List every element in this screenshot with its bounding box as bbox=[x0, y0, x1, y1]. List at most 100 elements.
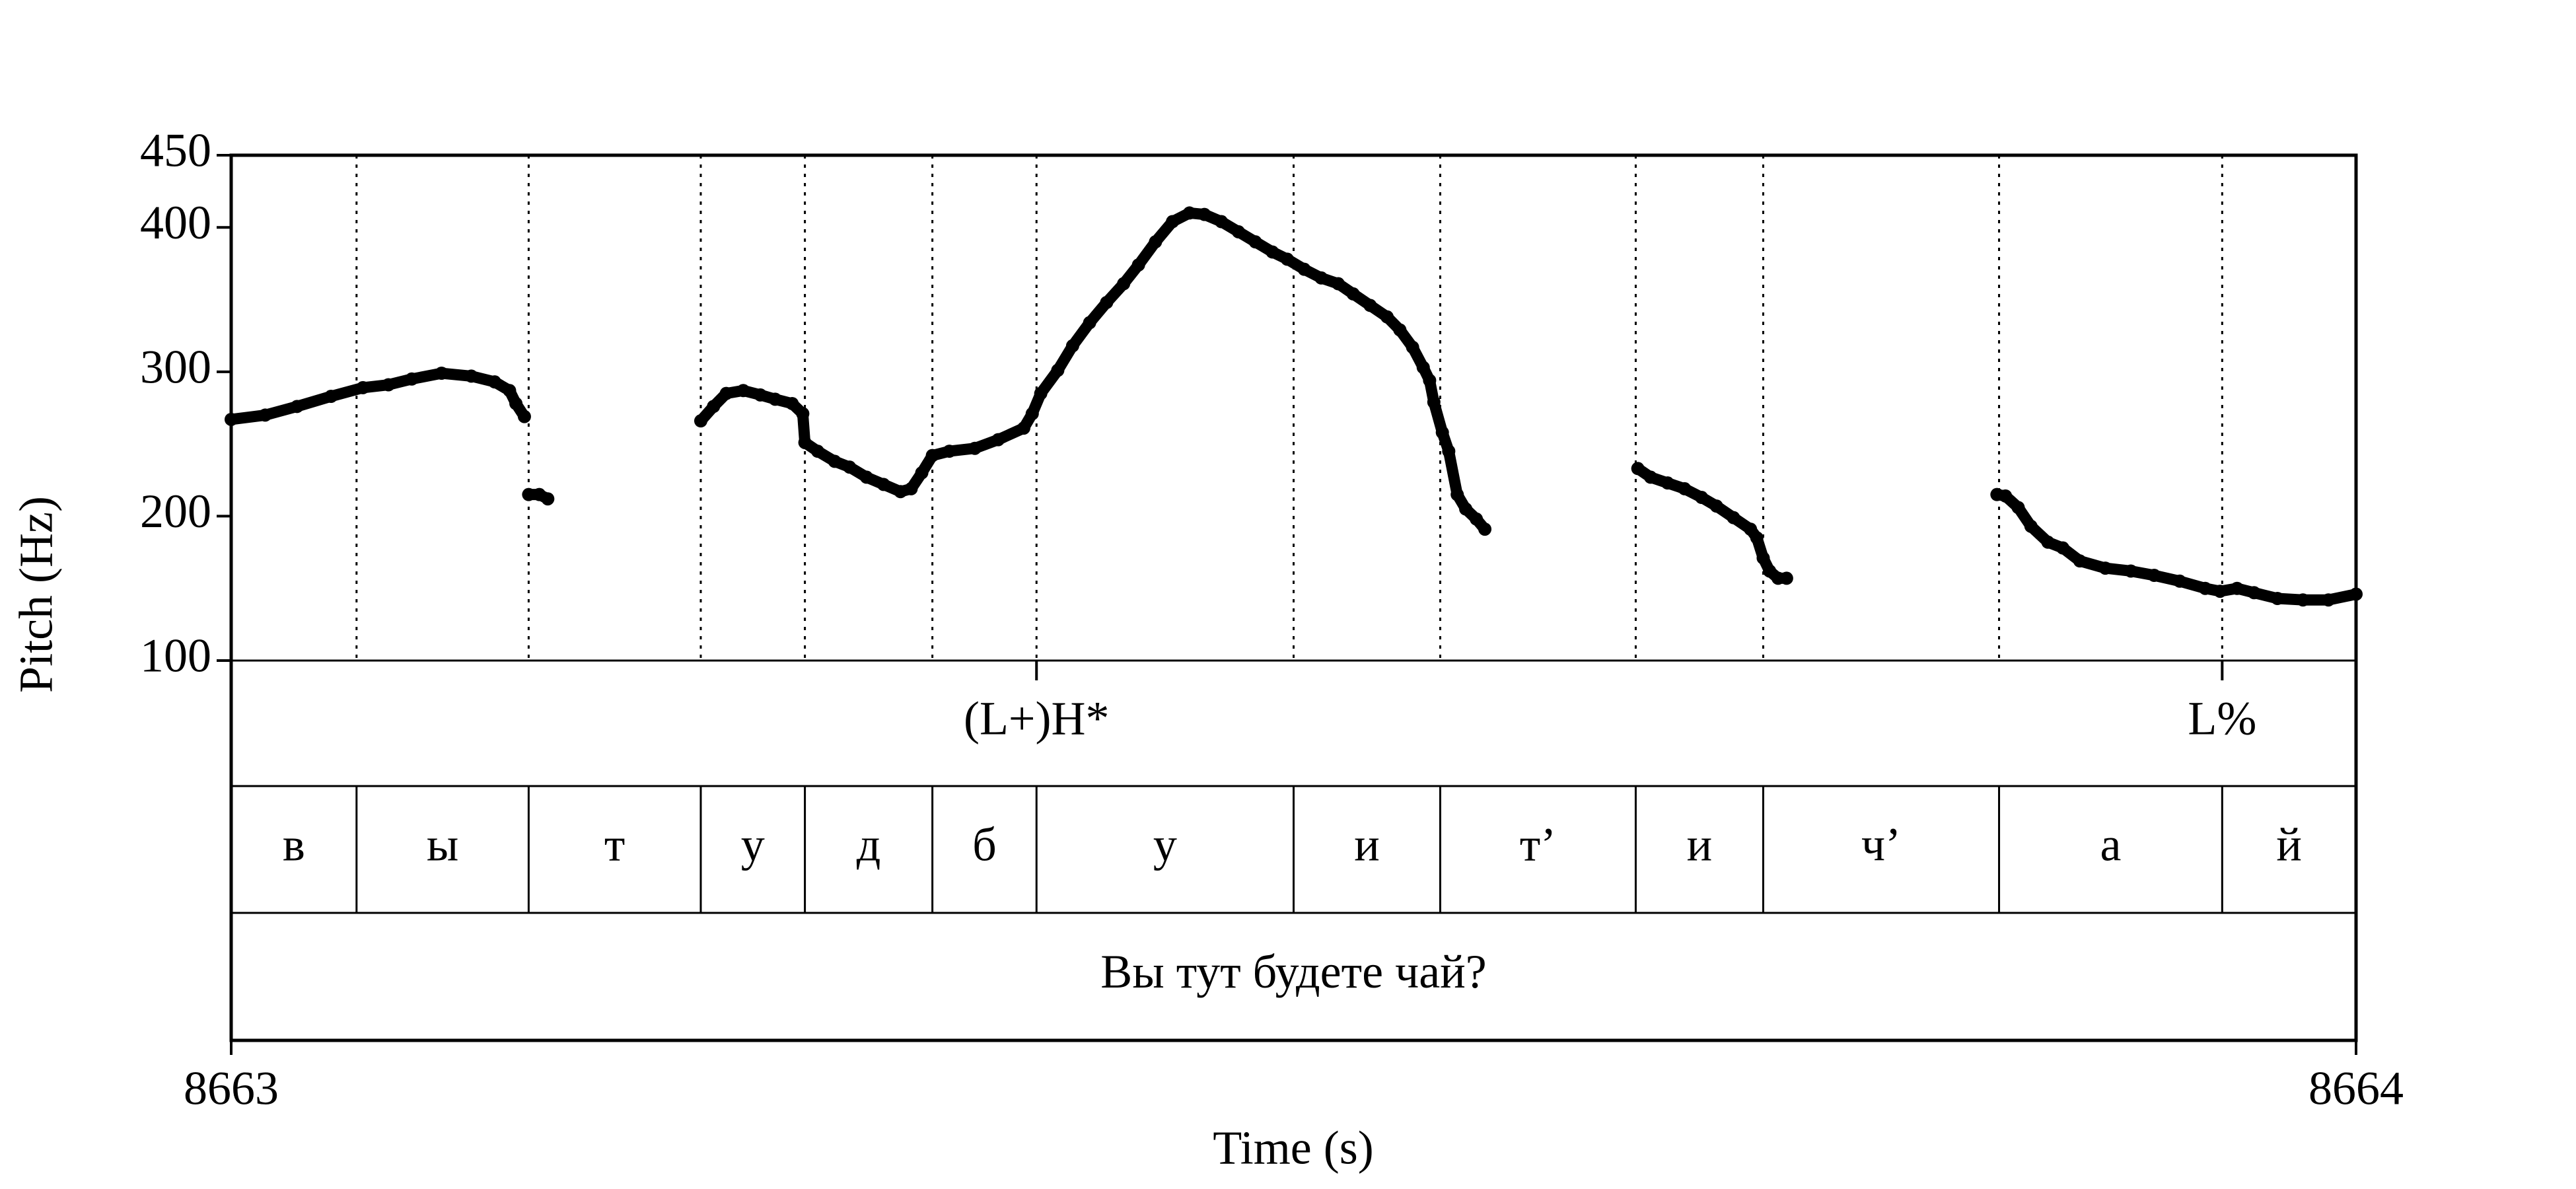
pitch-point bbox=[1435, 425, 1449, 439]
pitch-point bbox=[2349, 587, 2363, 601]
pitch-point bbox=[1198, 207, 1211, 221]
pitch-point bbox=[810, 445, 824, 458]
pitch-point bbox=[1779, 571, 1793, 585]
pitch-point bbox=[904, 482, 918, 495]
pitch-point bbox=[2124, 564, 2137, 578]
pitch-point bbox=[2041, 535, 2055, 549]
pitch-point bbox=[517, 410, 531, 423]
pitch-point bbox=[843, 460, 857, 474]
segment-label: д bbox=[857, 818, 881, 871]
pitch-point bbox=[1380, 310, 1394, 324]
tone-label: L% bbox=[2188, 692, 2256, 745]
pitch-point bbox=[1149, 235, 1163, 249]
pitch-point bbox=[1442, 445, 1456, 458]
pitch-point bbox=[785, 396, 799, 410]
pitch-point bbox=[877, 478, 890, 491]
pitch-point bbox=[943, 445, 956, 458]
pitch-point bbox=[1166, 215, 1180, 229]
pitch-point bbox=[925, 449, 939, 462]
pitch-point bbox=[2198, 581, 2212, 595]
pitch-point bbox=[2073, 554, 2087, 568]
pitch-point bbox=[1034, 386, 1048, 400]
pitch-point bbox=[694, 414, 707, 428]
pitch-point bbox=[1999, 489, 2013, 503]
pitch-point bbox=[541, 492, 555, 506]
pitch-point bbox=[2147, 569, 2161, 583]
pitch-point bbox=[2056, 541, 2070, 555]
pitch-point bbox=[719, 386, 733, 400]
segment-label: в bbox=[283, 818, 305, 871]
pitch-point bbox=[1215, 215, 1229, 229]
pitch-point bbox=[1131, 258, 1145, 272]
pitch-point bbox=[1266, 245, 1279, 259]
pitch-point bbox=[258, 408, 272, 422]
pitch-point bbox=[736, 384, 750, 398]
pitch-point bbox=[1248, 235, 1262, 249]
pitch-point bbox=[1363, 299, 1377, 312]
pitch-point bbox=[2011, 501, 2025, 515]
pitch-point bbox=[859, 470, 873, 484]
pitch-point bbox=[1427, 395, 1441, 409]
pitch-point bbox=[522, 487, 536, 501]
pitch-point bbox=[2322, 593, 2336, 607]
segment-label: т’ bbox=[1520, 818, 1556, 871]
pitch-point bbox=[2296, 593, 2310, 607]
pitch-point bbox=[768, 392, 782, 406]
pitch-point bbox=[1017, 421, 1030, 435]
pitch-point bbox=[1406, 340, 1419, 354]
pitch-track bbox=[695, 207, 1491, 535]
pitch-point bbox=[754, 388, 768, 402]
pitch-point bbox=[2247, 586, 2261, 600]
segment-label: ы bbox=[427, 818, 458, 871]
pitch-point bbox=[1083, 316, 1096, 330]
pitch-point bbox=[1297, 262, 1311, 276]
pitch-point bbox=[1416, 361, 1430, 375]
pitch-point bbox=[2024, 519, 2038, 533]
pitch-point bbox=[509, 396, 523, 410]
pitch-point bbox=[435, 367, 448, 380]
pitch-point bbox=[1280, 252, 1294, 266]
pitch-point bbox=[2172, 574, 2186, 588]
pitch-point bbox=[1678, 482, 1692, 495]
pitch-point bbox=[356, 380, 370, 394]
pitch-point bbox=[1393, 323, 1407, 337]
pitch-point bbox=[464, 369, 478, 383]
pitch-point bbox=[2230, 581, 2244, 595]
pitch-point bbox=[1709, 499, 1723, 513]
pitch-point bbox=[1727, 511, 1740, 524]
pitch-point bbox=[828, 454, 841, 468]
y-tick-label: 450 bbox=[140, 124, 211, 177]
pitch-point bbox=[707, 400, 721, 414]
segment-label: а bbox=[2100, 818, 2121, 871]
pitch-point bbox=[894, 485, 908, 499]
pitch-point bbox=[2213, 585, 2227, 598]
pitch-point bbox=[1025, 407, 1039, 421]
segment-label: у bbox=[1153, 818, 1177, 871]
pitch-point bbox=[1182, 206, 1196, 220]
pitch-point bbox=[1756, 551, 1770, 565]
pitch-point bbox=[968, 441, 982, 455]
y-tick-label: 100 bbox=[140, 630, 211, 682]
segment-label: у bbox=[741, 818, 765, 871]
y-tick-label: 300 bbox=[140, 340, 211, 393]
y-axis-label: Pitch (Hz) bbox=[10, 496, 63, 693]
pitch-point bbox=[1065, 339, 1079, 353]
pitch-point bbox=[1100, 295, 1114, 309]
segment-label: и bbox=[1354, 818, 1380, 871]
pitch-point bbox=[382, 378, 396, 392]
pitch-point bbox=[1231, 225, 1245, 238]
pitch-point bbox=[290, 400, 304, 414]
pitch-point bbox=[487, 375, 501, 389]
pitch-point bbox=[798, 435, 812, 449]
tone-label: (L+)H* bbox=[964, 692, 1110, 745]
pitch-point bbox=[1750, 531, 1764, 545]
pitch-point bbox=[1117, 277, 1131, 291]
pitch-point bbox=[1478, 522, 1492, 536]
segment-label: и bbox=[1687, 818, 1713, 871]
x-tick-label: 8664 bbox=[2308, 1062, 2404, 1115]
pitch-point bbox=[1423, 373, 1437, 387]
pitch-point bbox=[324, 390, 338, 404]
segment-label: б bbox=[972, 818, 997, 871]
pitch-point bbox=[1459, 502, 1473, 516]
